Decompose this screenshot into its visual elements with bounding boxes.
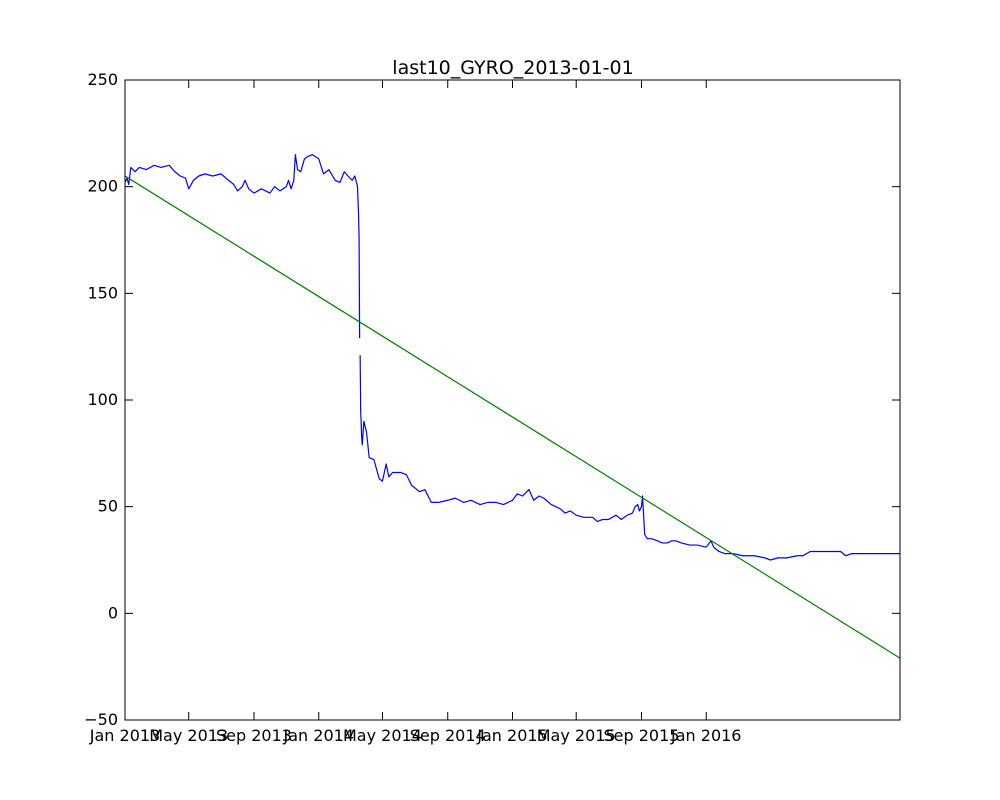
x-tick-label: Sep 2013 [216,726,292,745]
y-tick-label: 150 [87,283,118,302]
x-tick-label: May 2015 [537,726,616,745]
x-tick-label: May 2014 [343,726,422,745]
x-tick-label: Jan 2015 [476,726,547,745]
x-tick-label: Jan 2016 [670,726,741,745]
series-line-3 [124,175,901,659]
x-tick-label: Sep 2015 [604,726,680,745]
x-tick-label: Jan 2014 [283,726,354,745]
chart-title: last10_GYRO_2013-01-01 [392,57,633,79]
y-tick-label: 100 [87,390,118,409]
x-tick-label: May 2013 [149,726,228,745]
series-layer [124,154,901,659]
y-tick-label: 200 [87,177,118,196]
x-tick-label: Sep 2014 [410,726,486,745]
series-line-1 [124,154,361,339]
x-tick-label: Jan 2013 [89,726,160,745]
y-tick-label: −50 [84,710,118,729]
y-tick-label: 250 [87,70,118,89]
y-tick-label: 0 [108,603,118,622]
series-line-2 [359,355,900,561]
y-tick-label: 50 [98,497,118,516]
